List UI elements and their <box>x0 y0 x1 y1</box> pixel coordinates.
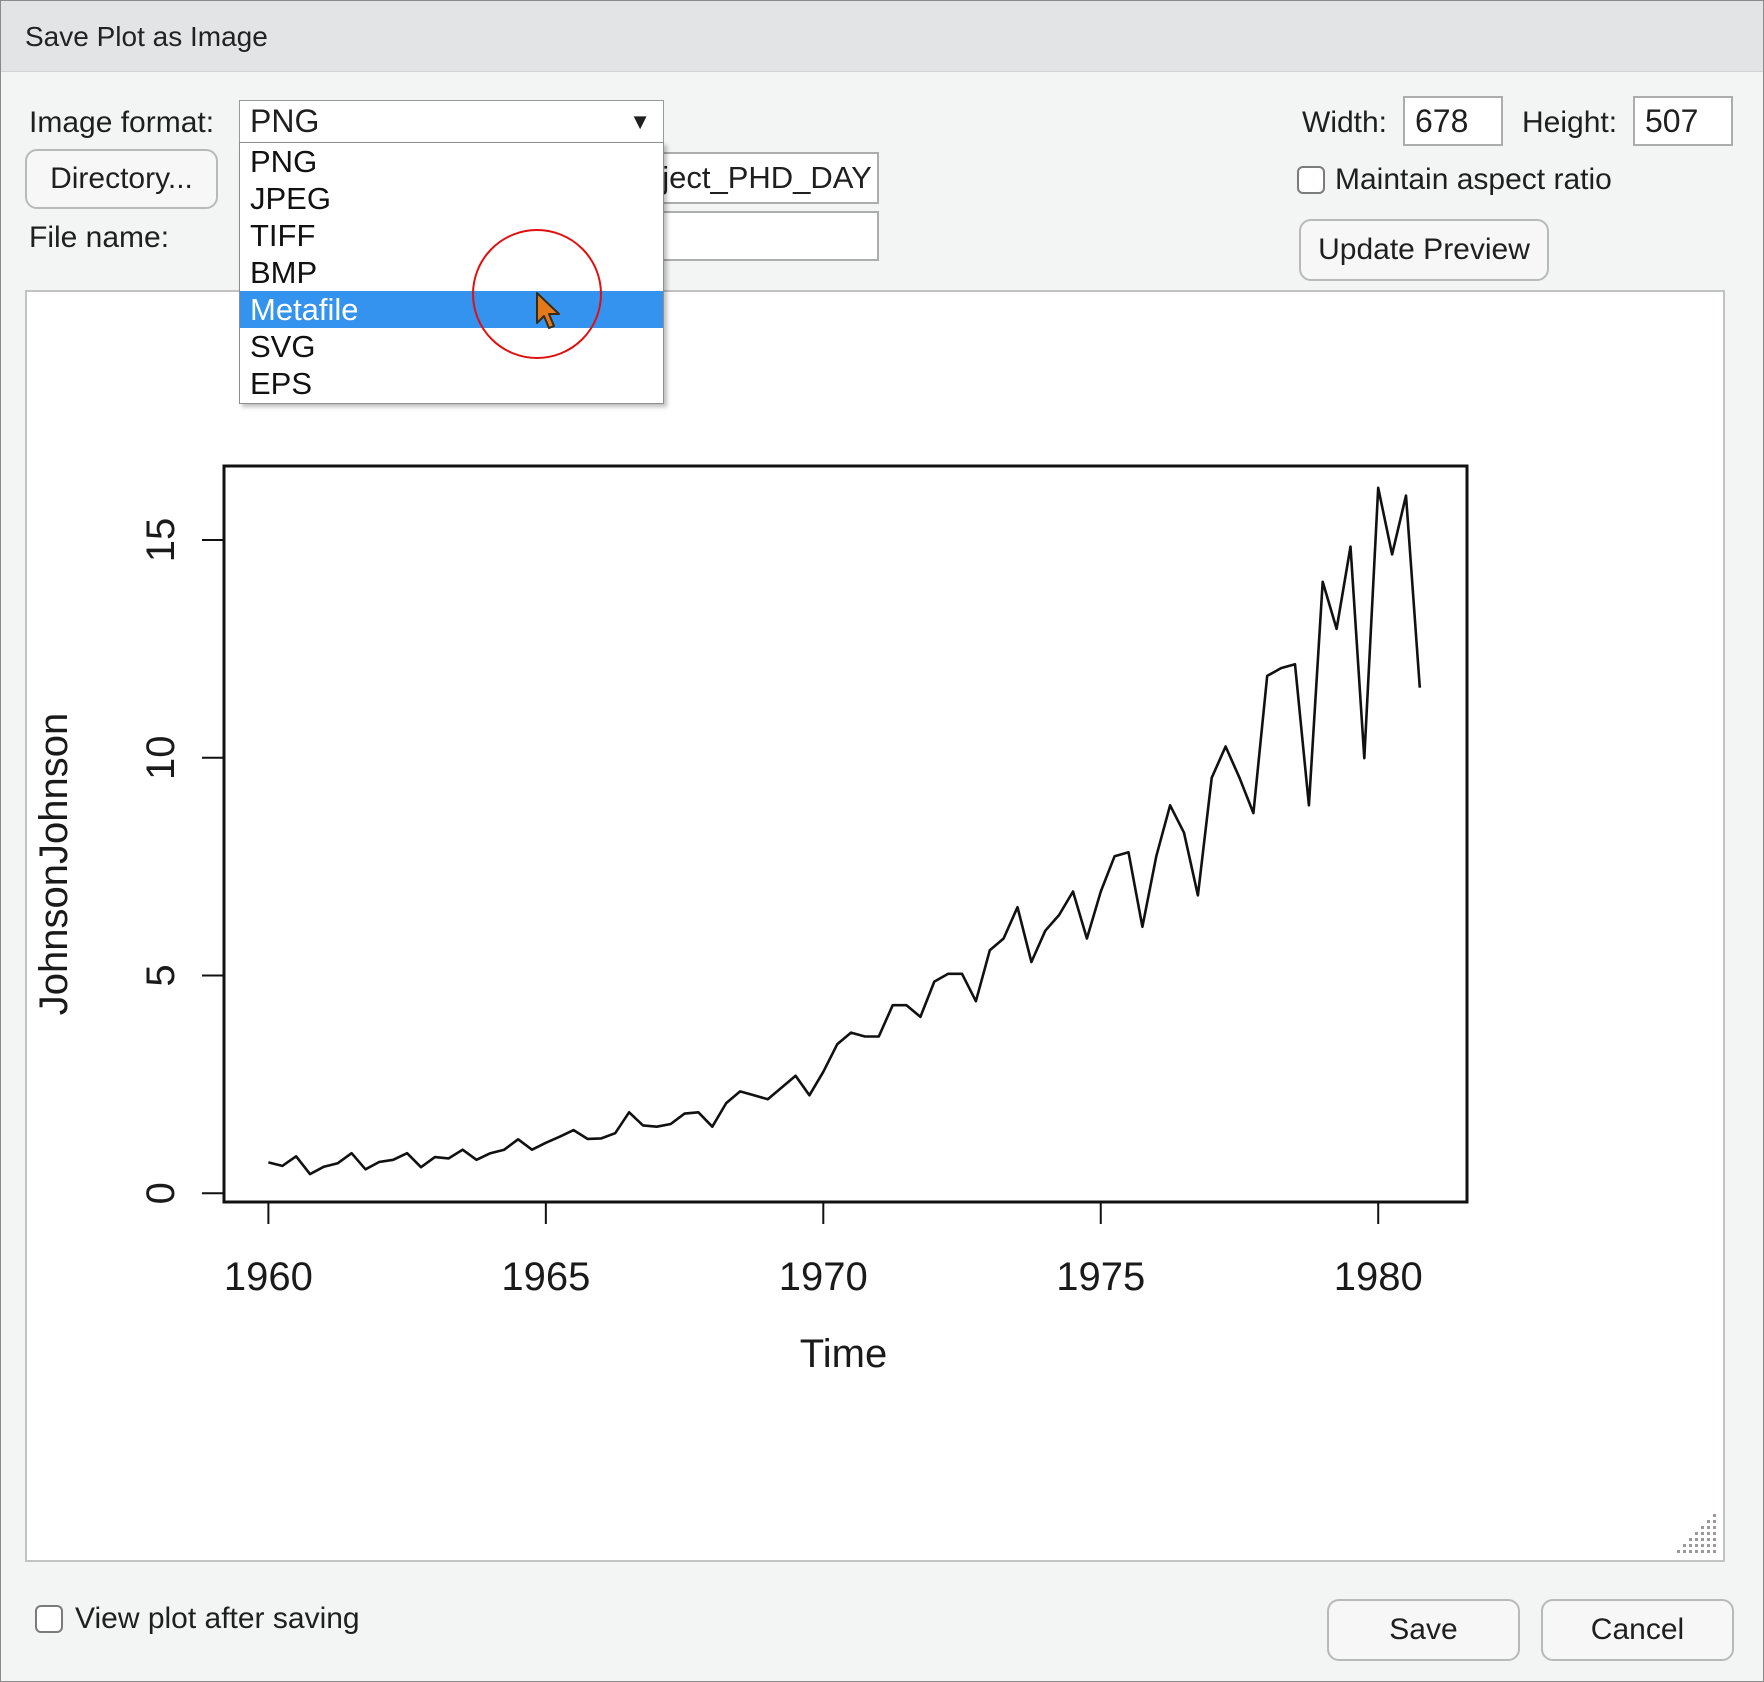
y-tick-label: 5 <box>139 964 183 986</box>
format-option-png[interactable]: PNG <box>250 144 318 179</box>
plot-frame <box>222 464 1469 1204</box>
directory-path-text: oject_PHD_DAY <box>645 160 872 195</box>
y-axis-label: JohnsonJohnson <box>32 713 76 1015</box>
y-tick-label: 15 <box>139 518 183 563</box>
image-format-label: Image format: <box>29 106 215 139</box>
format-option-tiff[interactable]: TIFF <box>250 218 316 253</box>
height-input[interactable]: 507 <box>1633 96 1733 146</box>
image-format-select[interactable]: PNG ▼ <box>239 100 664 144</box>
triangle-down-icon[interactable]: ▼ <box>629 109 651 134</box>
pointer-cursor-icon <box>536 292 560 329</box>
format-option-jpeg[interactable]: JPEG <box>250 181 331 216</box>
x-tick-label: 1980 <box>1334 1255 1423 1299</box>
file-name-input[interactable] <box>641 211 879 261</box>
file-name-label: File name: <box>29 221 170 254</box>
maintain-aspect-label: Maintain aspect ratio <box>1335 163 1612 196</box>
dialog-title: Save Plot as Image <box>25 21 268 52</box>
series-line <box>268 486 1422 1176</box>
format-option-svg[interactable]: SVG <box>250 329 316 364</box>
plot-chart: 1960 1965 1970 1975 1980 0 5 10 15 Time JohnsonJoh… <box>32 464 1469 1376</box>
y-tick-label: 10 <box>139 736 183 781</box>
save-button[interactable]: Save <box>1327 1599 1520 1661</box>
directory-path-field[interactable]: oject_PHD_DAY <box>641 152 879 204</box>
maintain-aspect-checkbox[interactable] <box>1297 166 1325 194</box>
x-tick-label: 1960 <box>224 1255 313 1299</box>
view-after-saving-label: View plot after saving <box>75 1602 360 1635</box>
height-label: Height: <box>1522 106 1618 139</box>
x-tick-label: 1970 <box>779 1255 868 1299</box>
title-bar: Save Plot as Image <box>1 1 1763 72</box>
view-after-saving-checkbox[interactable] <box>35 1605 63 1633</box>
cursor-highlight-ring <box>472 229 602 359</box>
width-label: Width: <box>1302 106 1388 139</box>
image-format-selected-value: PNG <box>250 103 320 139</box>
format-option-bmp[interactable]: BMP <box>250 255 318 290</box>
cancel-button[interactable]: Cancel <box>1541 1599 1734 1661</box>
resize-grip-icon[interactable] <box>1673 1510 1719 1556</box>
format-option-eps[interactable]: EPS <box>250 366 313 401</box>
directory-button[interactable]: Directory... <box>25 149 218 209</box>
plot-preview: 1960 1965 1970 1975 1980 0 5 10 15 Time JohnsonJoh… <box>25 290 1725 1562</box>
width-input[interactable]: 678 <box>1403 96 1503 146</box>
image-format-dropdown: PNG JPEG TIFF BMP Metafile SVG EPS <box>239 142 664 404</box>
x-tick-label: 1965 <box>501 1255 590 1299</box>
x-axis-label: Time <box>800 1332 887 1376</box>
y-tick-label: 0 <box>139 1182 183 1204</box>
update-preview-button[interactable]: Update Preview <box>1299 219 1549 281</box>
x-tick-label: 1975 <box>1056 1255 1145 1299</box>
